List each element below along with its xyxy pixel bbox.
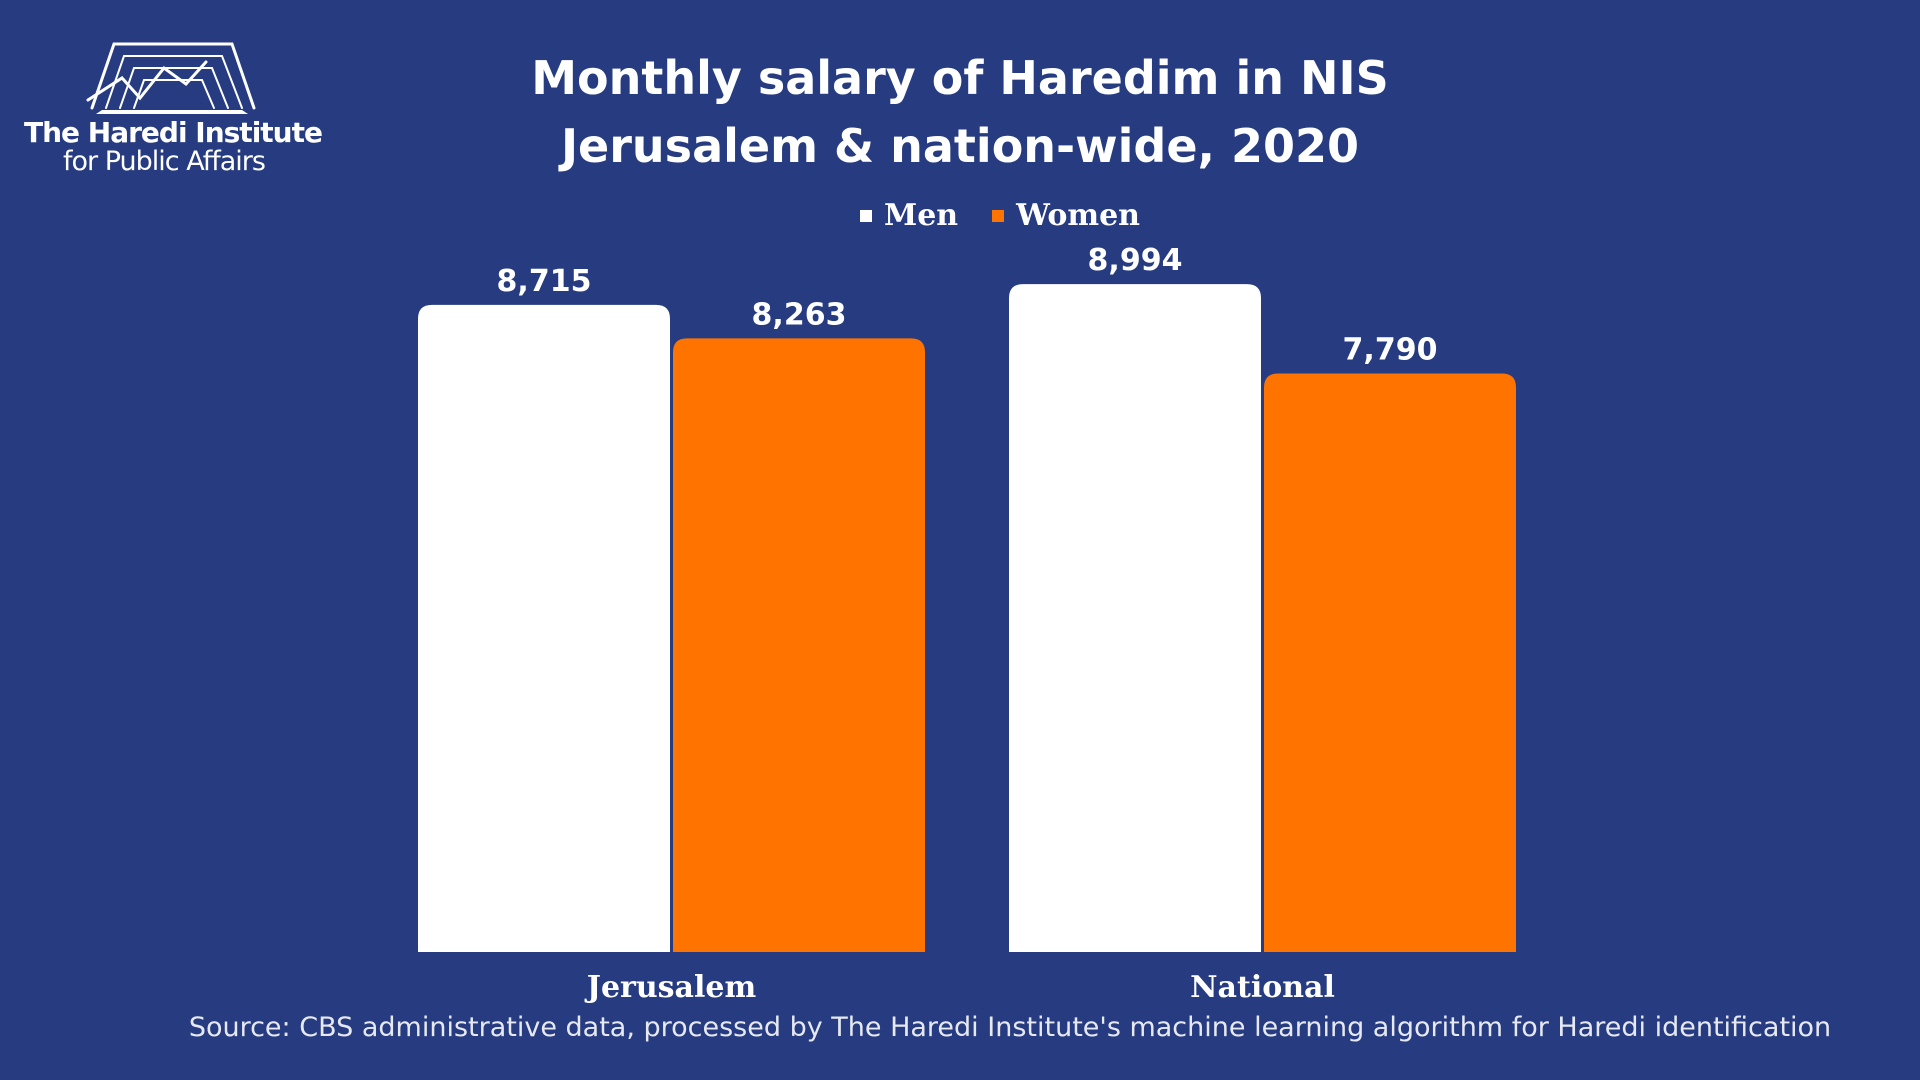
legend-label-women: Women	[1016, 198, 1140, 233]
legend-label-men: Men	[883, 198, 959, 233]
legend-item-women: Women	[992, 198, 1140, 233]
data-label-women-national: 7,790	[1343, 333, 1438, 368]
legend-item-men: Men	[859, 198, 959, 233]
legend: Men Women	[40, 198, 1920, 233]
bar-men-national	[1009, 284, 1261, 952]
logo-mark-icon	[86, 42, 256, 114]
bar-men-jerusalem	[418, 304, 670, 953]
logo-line-1: The Haredi Institute	[24, 116, 323, 149]
title-line-1: Monthly salary of Haredim in NIS	[531, 51, 1389, 105]
bar-chart: 8,715 8,263 Jerusalem 8,994 7,790 National	[418, 243, 1516, 1005]
category-label-jerusalem: Jerusalem	[584, 970, 757, 1005]
category-label-national: National	[1190, 970, 1335, 1005]
bar-women-jerusalem	[673, 338, 925, 952]
chart-title: Monthly salary of Haredim in NIS Jerusal…	[360, 44, 1560, 180]
source-note: Source: CBS administrative data, process…	[188, 1012, 1832, 1043]
data-label-women-jerusalem: 8,263	[752, 297, 847, 332]
logo-line-2: for Public Affairs	[63, 146, 266, 177]
data-label-men-jerusalem: 8,715	[497, 264, 592, 299]
legend-swatch-men	[859, 209, 872, 222]
data-label-men-national: 8,994	[1088, 243, 1183, 278]
logo: The Haredi Institute for Public Affairs	[24, 38, 323, 178]
legend-swatch-women	[992, 209, 1005, 222]
bar-women-national	[1264, 373, 1516, 953]
title-line-2: Jerusalem & nation-wide, 2020	[560, 119, 1360, 173]
